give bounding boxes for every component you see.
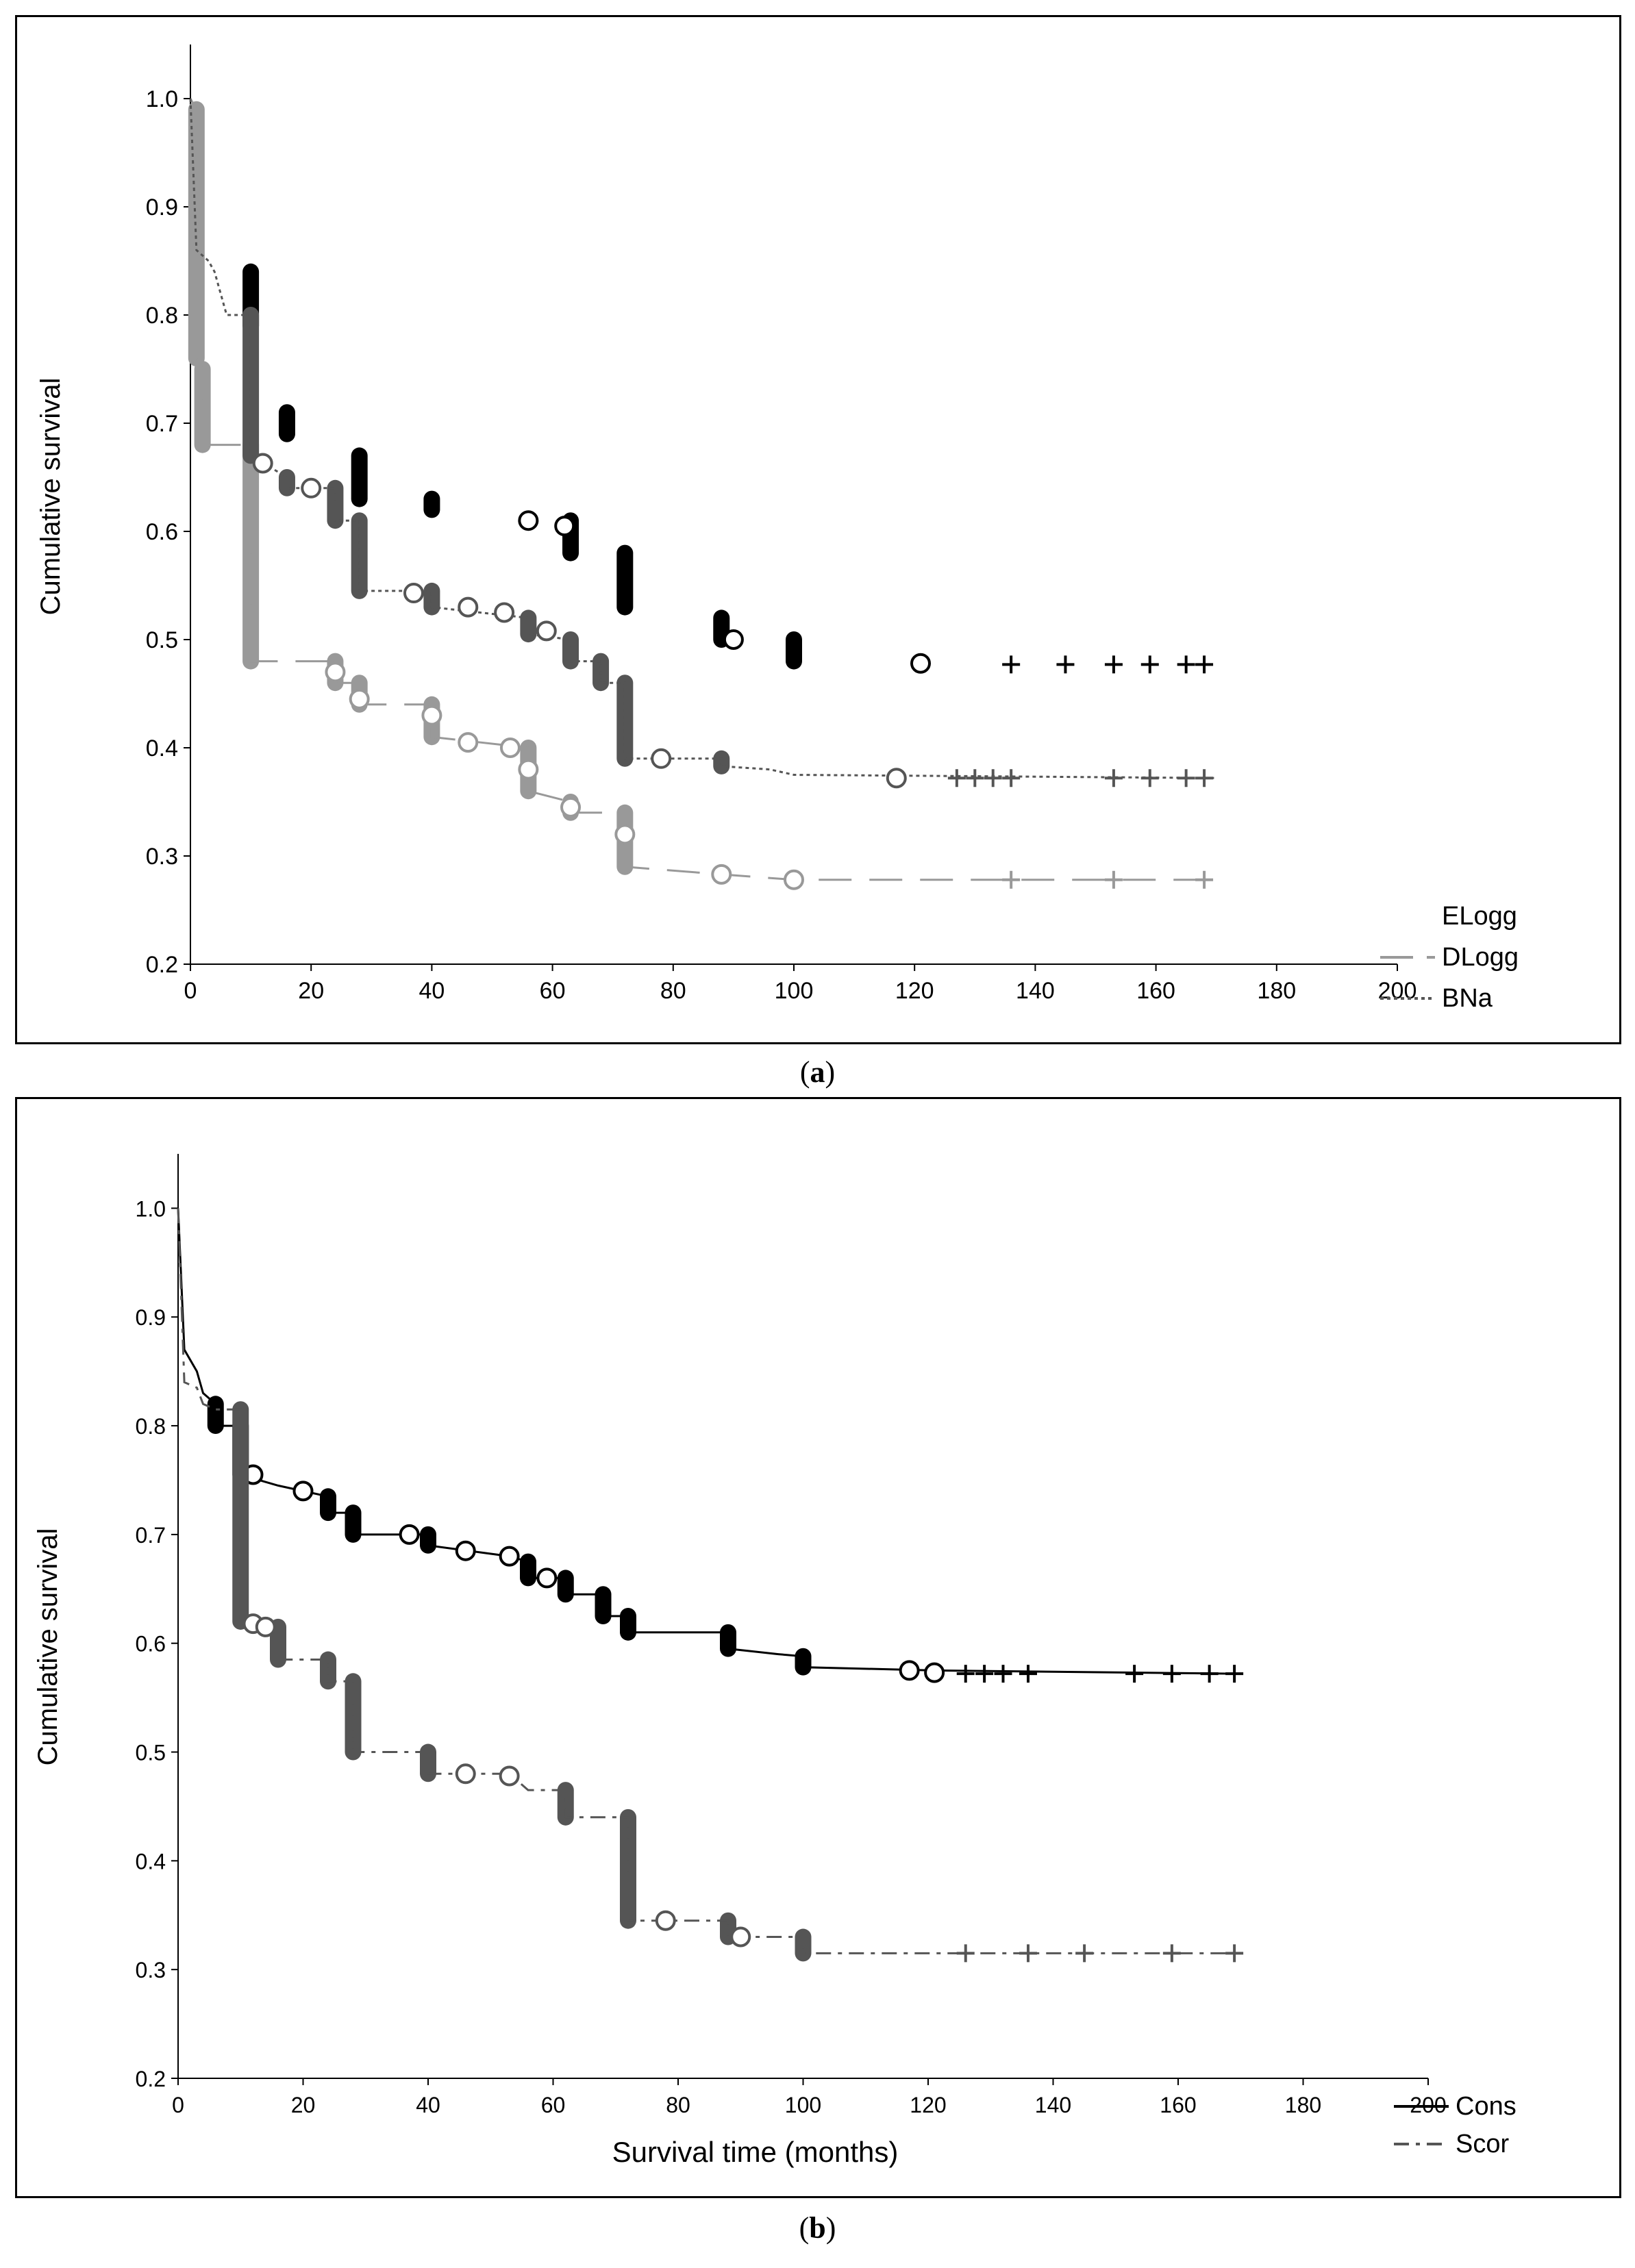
censor-circle	[536, 1567, 558, 1589]
x-tick-label: 0	[172, 2093, 184, 2117]
censor-circle	[458, 596, 479, 618]
legend-label: BNa	[1442, 984, 1493, 1013]
censor-circle	[518, 759, 539, 780]
survival-line	[189, 98, 1216, 881]
y-tick-label: 0.2	[146, 952, 178, 978]
x-tick-label: 40	[419, 978, 445, 1004]
censor-circle	[292, 1480, 314, 1502]
censor-circle	[560, 796, 582, 818]
censor-circle	[499, 1765, 520, 1787]
x-tick-label: 20	[298, 978, 324, 1004]
y-tick-label: 0.6	[136, 1632, 166, 1656]
x-tick-label: 0	[184, 978, 197, 1004]
y-tick-label: 0.3	[146, 844, 178, 870]
y-tick-label: 0.5	[146, 627, 178, 653]
y-axis-label: Cumulative survival	[33, 1528, 63, 1766]
censor-circle	[518, 510, 539, 531]
x-tick-label: 20	[291, 2093, 316, 2117]
censor-circle	[886, 768, 907, 789]
y-tick-label: 0.4	[136, 1849, 166, 1874]
caption-a: (a)	[799, 1055, 836, 1089]
censor-circle	[924, 1662, 945, 1683]
censor-circle	[455, 1540, 476, 1561]
x-tick-label: 60	[541, 2093, 566, 2117]
y-tick-label: 0.8	[146, 303, 178, 329]
y-tick-label: 0.9	[136, 1305, 166, 1330]
censor-circle	[421, 705, 442, 726]
x-tick-label: 100	[775, 978, 814, 1004]
y-tick-label: 0.7	[136, 1523, 166, 1548]
censor-circle	[536, 620, 557, 642]
x-tick-label: 180	[1257, 978, 1296, 1004]
censor-circle	[455, 1763, 476, 1785]
km-chart-b: 0.2 0.3 0.4 0.5 0.6 0.7 0.8 0.9 1.0 0 20 40 60 80 100 1…	[33, 1154, 1517, 2168]
series-dlogg	[188, 98, 1216, 890]
y-axis-label: Cumulative survival	[36, 378, 66, 616]
y-tick-label: 0.9	[146, 194, 178, 220]
y-tick-label: 0.3	[136, 1958, 166, 1982]
x-tick-label: 180	[1285, 2093, 1321, 2117]
km-chart-a: 0.2 0.3 0.4 0.5 0.6 0.7 0.8 0.9 1.0 0 20 40 60 80 100 1…	[36, 45, 1519, 1013]
censor-circle	[554, 516, 575, 537]
censor-circle	[711, 864, 732, 885]
x-axis-label: Survival time (months)	[612, 2136, 899, 2168]
censor-circle	[910, 653, 932, 674]
series-scor	[177, 1208, 1244, 1963]
survival-line	[177, 1208, 1241, 1675]
y-tick-label: 0.7	[146, 411, 178, 437]
x-tick-label: 140	[1016, 978, 1055, 1004]
legend-label: ELogg	[1442, 902, 1517, 931]
x-tick-label: 160	[1136, 978, 1175, 1004]
x-tick-label: 120	[895, 978, 934, 1004]
censor-circle	[252, 453, 273, 474]
series-cons	[177, 1208, 1244, 1683]
x-tick-label: 200	[1378, 978, 1417, 1004]
y-tick-label: 1.0	[146, 86, 178, 112]
y-tick-label: 0.2	[136, 2067, 166, 2091]
series-bna	[189, 98, 1216, 789]
x-tick-label: 140	[1035, 2093, 1071, 2117]
survival-line	[189, 98, 1216, 779]
censor-circle	[730, 1926, 751, 1948]
y-tick-label: 0.4	[146, 735, 178, 761]
x-tick-label: 160	[1160, 2093, 1196, 2117]
censor-circle	[614, 824, 636, 845]
y-tick-label: 0.5	[136, 1741, 166, 1765]
censor-circle	[494, 602, 515, 623]
y-tick-label: 0.8	[136, 1414, 166, 1439]
censor-circle	[899, 1660, 920, 1681]
censor-circle	[255, 1616, 276, 1637]
censor-circle	[325, 662, 346, 683]
caption-b-label: b	[809, 2211, 826, 2245]
censor-circle	[651, 748, 672, 769]
y-tick-label: 0.6	[146, 519, 178, 545]
legend-label: DLogg	[1442, 943, 1519, 972]
chart-panel-a: 0.2 0.3 0.4 0.5 0.6 0.7 0.8 0.9 1.0 0 20 40 60 80 100 1…	[15, 15, 1621, 1044]
censor-circle	[349, 688, 370, 709]
survival-line	[177, 1208, 1241, 1954]
censor-circle	[403, 583, 424, 604]
censor-circle	[655, 1910, 676, 1931]
legend-label: Scor	[1456, 2130, 1509, 2158]
x-tick-label: 100	[785, 2093, 821, 2117]
censor-circle	[499, 1546, 520, 1567]
censor-circle	[499, 738, 521, 758]
caption-b: (b)	[799, 2211, 836, 2245]
x-tick-label: 120	[910, 2093, 946, 2117]
censor-circle	[723, 629, 744, 650]
x-tick-label: 40	[416, 2093, 440, 2117]
y-tick-label: 1.0	[136, 1196, 166, 1221]
legend-label: Cons	[1456, 2092, 1517, 2121]
x-tick-label: 60	[540, 978, 566, 1004]
caption-a-label: a	[810, 1055, 825, 1089]
censor-circle	[399, 1524, 420, 1545]
x-tick-label: 80	[666, 2093, 690, 2117]
censor-circle	[301, 477, 322, 499]
censor-circle	[784, 869, 804, 890]
series-elogg	[242, 263, 1214, 674]
x-tick-label: 80	[660, 978, 686, 1004]
censor-circle	[458, 732, 479, 753]
chart-panel-b: 0.2 0.3 0.4 0.5 0.6 0.7 0.8 0.9 1.0 0 20 40 60 80 100 1…	[15, 1097, 1621, 2198]
